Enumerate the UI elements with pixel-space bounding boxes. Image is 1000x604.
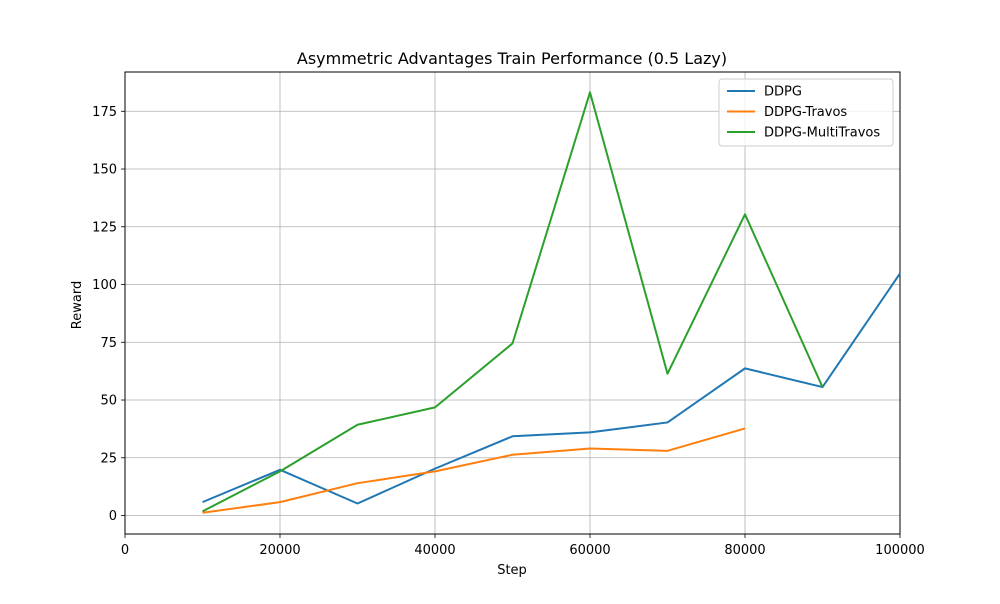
x-tick-label: 0: [121, 543, 129, 558]
plot-frame: [124, 71, 901, 535]
y-tick-label: 175: [92, 105, 117, 120]
y-tick-label: 100: [92, 278, 117, 293]
legend-label: DDPG-MultiTravos: [764, 126, 880, 141]
chart-title: Asymmetric Advantages Train Performance …: [297, 49, 727, 68]
x-tick-label: 20000: [259, 543, 300, 558]
y-axis-label: Reward: [70, 281, 85, 329]
y-tick-label: 0: [109, 509, 117, 524]
legend-label: DDPG: [764, 85, 802, 100]
y-tick-label: 50: [100, 394, 117, 409]
x-axis-label: Step: [497, 563, 527, 578]
legend-label: DDPG-Travos: [764, 105, 847, 120]
x-tick-label: 100000: [875, 543, 925, 558]
y-tick-label: 150: [92, 163, 117, 178]
x-tick-label: 60000: [569, 543, 610, 558]
legend-box: [718, 78, 894, 147]
series-line-ddpg-multitravos: [202, 91, 824, 513]
x-tick-label: 80000: [724, 543, 765, 558]
y-tick-label: 75: [100, 336, 117, 351]
y-tick-label: 25: [100, 451, 117, 466]
series-line-ddpg: [202, 272, 901, 505]
legend: DDPG DDPG-Travos DDPG-MultiTravos: [718, 78, 894, 147]
y-tick-label: 125: [92, 220, 117, 235]
x-tick-label: 40000: [414, 543, 455, 558]
series-line-ddpg-travos: [202, 427, 746, 514]
